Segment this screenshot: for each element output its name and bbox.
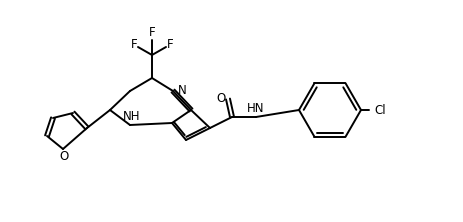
Text: HN: HN	[247, 101, 264, 115]
Text: F: F	[131, 38, 137, 50]
Text: F: F	[148, 26, 155, 38]
Text: Cl: Cl	[373, 103, 385, 117]
Text: O: O	[59, 151, 69, 163]
Text: N: N	[178, 83, 186, 97]
Text: O: O	[216, 91, 225, 105]
Text: NH: NH	[123, 109, 140, 123]
Text: F: F	[166, 38, 173, 50]
